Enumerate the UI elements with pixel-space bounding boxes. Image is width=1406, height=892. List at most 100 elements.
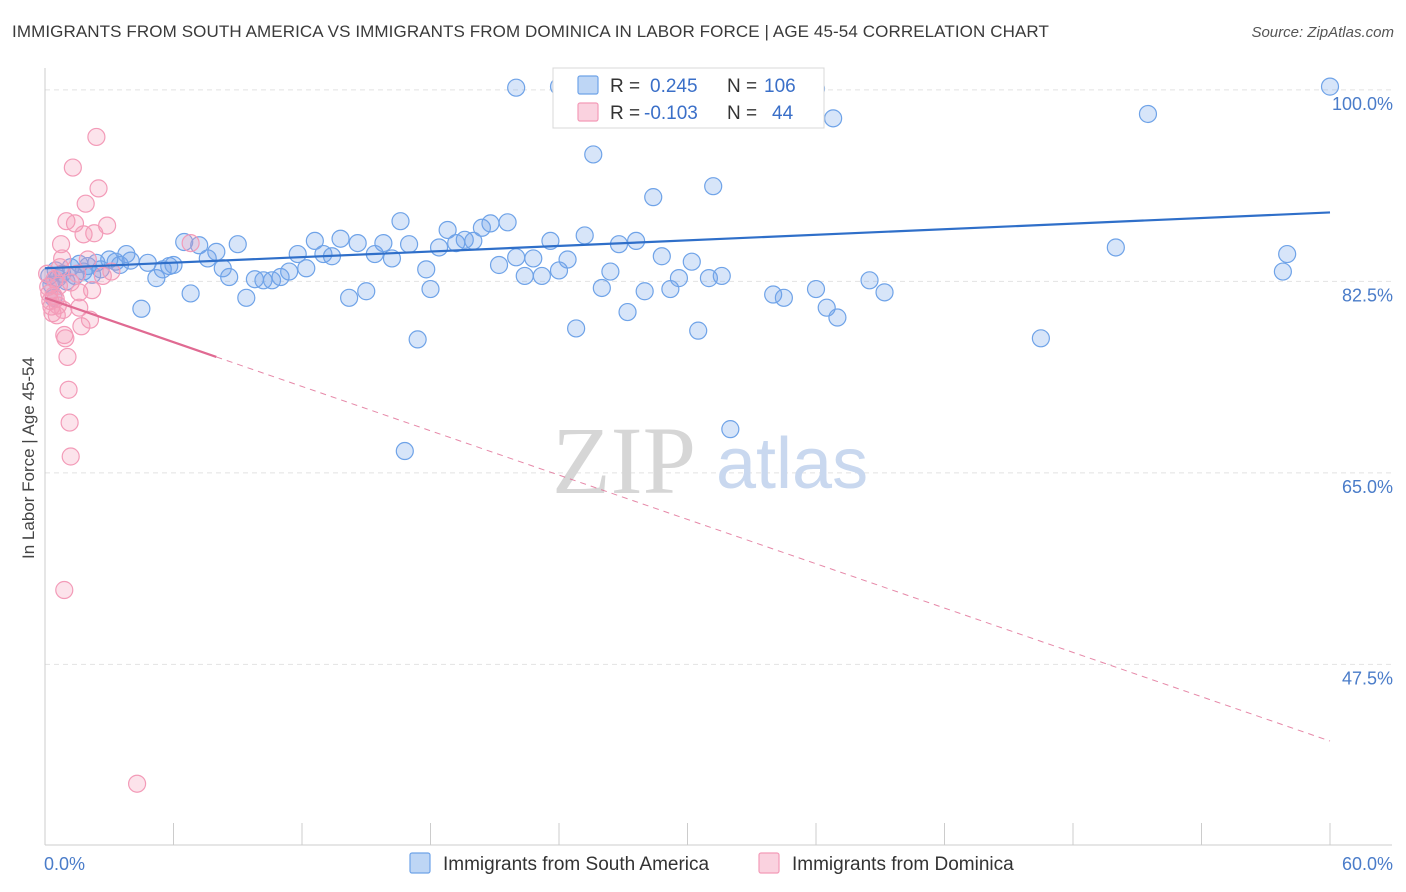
- watermark-zip: ZIP: [552, 407, 696, 514]
- axes: [44, 68, 1392, 846]
- data-point: [635, 282, 654, 301]
- data-point: [56, 329, 75, 348]
- data-point: [689, 321, 708, 340]
- data-point: [348, 233, 367, 253]
- data-point: [828, 308, 847, 327]
- y-tick-labels: 47.5% 65.0% 82.5% 100.0%: [1332, 94, 1393, 689]
- bottom-legend-label-south-america: Immigrants from South America: [443, 854, 710, 875]
- data-point: [297, 259, 316, 278]
- y-tick-label: 47.5%: [1342, 668, 1393, 688]
- data-point: [374, 233, 393, 253]
- data-point: [121, 251, 140, 270]
- data-point: [417, 260, 436, 279]
- data-point: [421, 279, 440, 299]
- data-point: [472, 218, 491, 237]
- series-dominica: [38, 127, 200, 793]
- data-point: [132, 299, 151, 318]
- data-point: [280, 262, 299, 281]
- bottom-legend-swatch-dominica: [758, 852, 780, 874]
- source-credit: Source: ZipAtlas.com: [1251, 24, 1394, 41]
- watermark: ZIP atlas: [552, 407, 868, 514]
- legend-swatch-south-america: [577, 75, 599, 95]
- data-point: [58, 347, 77, 367]
- trend-lines: [44, 211, 1331, 742]
- data-point: [102, 262, 121, 281]
- trend-line-extension: [216, 356, 1331, 742]
- data-point: [408, 330, 427, 349]
- data-point: [721, 420, 740, 439]
- y-tick-label: 100.0%: [1332, 94, 1393, 114]
- data-point: [60, 413, 79, 432]
- data-point: [93, 266, 112, 286]
- data-point: [98, 216, 117, 235]
- data-point: [584, 145, 603, 164]
- data-point: [669, 269, 689, 288]
- data-point: [524, 249, 543, 268]
- data-point: [61, 273, 80, 292]
- data-point: [601, 262, 620, 281]
- data-point: [652, 247, 671, 266]
- data-point: [774, 288, 793, 307]
- legend-r-value: -0.103: [644, 103, 698, 124]
- data-point: [682, 252, 701, 271]
- data-point: [51, 235, 71, 254]
- legend-r-value: 0.245: [650, 76, 698, 97]
- data-point: [1138, 104, 1158, 124]
- data-point: [824, 109, 843, 128]
- data-point: [55, 580, 74, 600]
- data-point: [1273, 262, 1292, 281]
- data-point: [558, 250, 577, 269]
- data-point: [175, 232, 194, 252]
- trend-line: [44, 296, 217, 358]
- data-point: [712, 266, 731, 286]
- data-point: [89, 179, 108, 198]
- data-point: [395, 441, 414, 461]
- data-point: [507, 78, 526, 97]
- data-point: [78, 250, 97, 269]
- data-point: [1278, 244, 1297, 264]
- data-point: [438, 220, 457, 240]
- data-point: [507, 248, 526, 267]
- data-point: [331, 229, 350, 248]
- legend-r-label: R =: [610, 103, 640, 124]
- bottom-legend: Immigrants from South America Immigrants…: [409, 852, 1014, 875]
- data-point: [127, 774, 147, 793]
- legend-n-value: 106: [764, 76, 796, 97]
- data-points: [38, 77, 1340, 793]
- data-point: [357, 282, 376, 301]
- legend-swatch-dominica: [577, 102, 599, 122]
- data-point: [1106, 238, 1125, 257]
- data-point: [875, 283, 894, 302]
- data-point: [164, 255, 183, 275]
- legend: R = 0.245 N = 106 R = -0.103 N = 44: [552, 67, 825, 129]
- data-point: [399, 235, 419, 254]
- data-point: [515, 266, 534, 286]
- data-point: [429, 238, 449, 257]
- data-point: [59, 380, 78, 399]
- bottom-legend-label-dominica: Immigrants from Dominica: [792, 854, 1014, 875]
- data-point: [76, 194, 95, 213]
- data-point: [575, 226, 594, 245]
- data-point: [618, 302, 637, 322]
- x-tick-label: 60.0%: [1342, 854, 1393, 874]
- data-point: [764, 285, 783, 304]
- legend-r-label: R =: [610, 76, 640, 97]
- data-point: [53, 249, 72, 268]
- data-point: [532, 266, 551, 286]
- grid-lines: [45, 89, 1392, 665]
- data-point: [644, 188, 663, 207]
- data-point: [860, 271, 879, 290]
- x-tick-label: 0.0%: [44, 854, 85, 874]
- watermark-atlas: atlas: [716, 424, 868, 504]
- data-point: [340, 288, 359, 307]
- data-point: [237, 288, 256, 307]
- y-tick-label: 65.0%: [1342, 477, 1393, 497]
- data-point: [626, 231, 646, 251]
- data-point: [1320, 77, 1340, 96]
- data-point: [567, 319, 586, 338]
- data-point: [220, 267, 239, 287]
- data-point: [489, 255, 509, 275]
- data-point: [592, 278, 611, 298]
- legend-n-label: N =: [727, 76, 757, 97]
